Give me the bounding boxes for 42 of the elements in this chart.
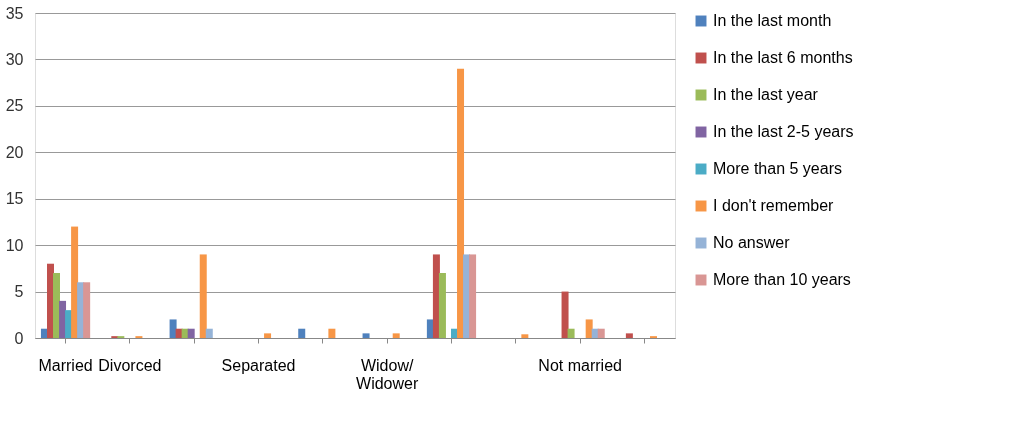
y-tick-label: 30: [5, 50, 24, 68]
bar: [469, 254, 477, 338]
bar: [205, 328, 213, 338]
y-tick-label: 35: [5, 4, 24, 22]
y-tick-label: 20: [5, 143, 24, 161]
x-tick-label: Widow/Widower: [356, 356, 419, 392]
bar: [362, 333, 370, 338]
bar: [625, 333, 633, 338]
y-tick-label: 5: [14, 283, 24, 301]
bar: [392, 333, 400, 338]
bar: [169, 319, 177, 338]
bar: [53, 273, 61, 338]
bar: [328, 328, 336, 338]
bar: [83, 282, 91, 338]
y-tick-label: 25: [5, 97, 24, 115]
bar: [264, 333, 272, 338]
bar: [199, 254, 207, 338]
bar: [585, 319, 593, 338]
x-tick-label: Not married: [538, 356, 622, 374]
legend-label: In the last year: [713, 86, 819, 103]
y-tick-label: 15: [5, 190, 24, 208]
x-tick-label: Divorced: [98, 356, 162, 374]
legend-label: More than 10 years: [713, 271, 851, 288]
legend-label: In the last 2-5 years: [713, 123, 854, 140]
y-tick-label: 0: [14, 329, 24, 347]
bar: [71, 226, 79, 338]
bar: [298, 328, 306, 338]
legend-label: I don't remember: [713, 197, 835, 214]
bar: [438, 273, 446, 338]
legend-label: In the last 6 months: [713, 49, 853, 66]
bar: [561, 291, 569, 338]
y-tick-label: 10: [5, 236, 24, 254]
bar: [567, 328, 575, 338]
bar: [457, 68, 465, 338]
x-tick-label: Separated: [221, 356, 296, 374]
legend-label: More than 5 years: [713, 160, 842, 177]
bar: [187, 328, 195, 338]
legend-label: No answer: [713, 234, 791, 251]
bar: [597, 328, 605, 338]
x-tick-label: Married: [38, 356, 93, 374]
bar: [521, 334, 529, 338]
legend-label: In the last month: [713, 12, 832, 29]
